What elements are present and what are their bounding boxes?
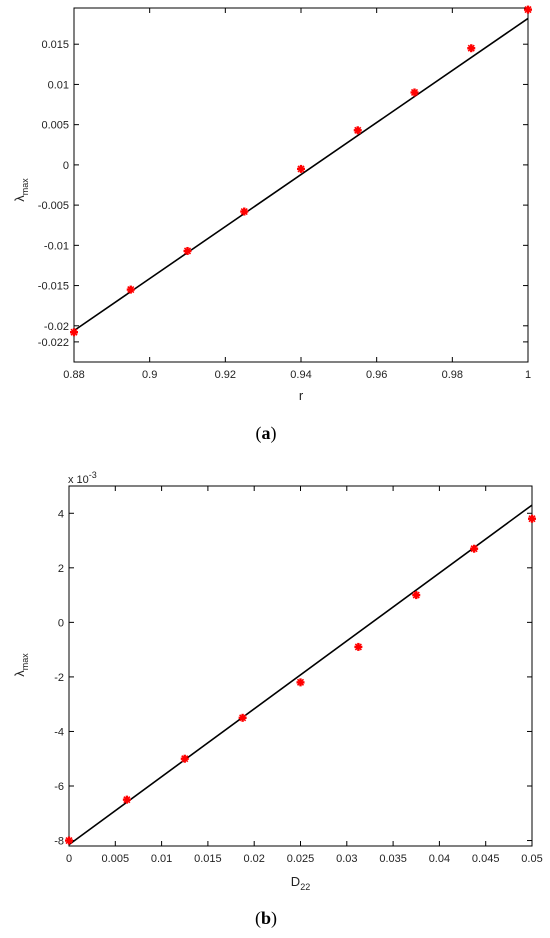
data-point [470, 544, 479, 553]
x-tick-label: 0.015 [194, 853, 222, 865]
x-tick-label: 0.03 [336, 853, 357, 865]
y-tick-label: 0.01 [48, 79, 69, 91]
data-point-d2 [412, 591, 420, 599]
data-point-d2 [297, 165, 305, 173]
data-point-d2 [470, 545, 478, 553]
data-point-d2 [524, 6, 532, 14]
plot-area-frame [68, 485, 533, 847]
data-point-d2 [70, 328, 78, 336]
data-point-d2 [410, 88, 419, 97]
data-point [297, 164, 305, 173]
y-tick-label: 0.005 [41, 120, 69, 132]
y-tick-label: 4 [58, 508, 64, 520]
y-tick-label: -0.02 [44, 321, 69, 333]
data-point-d2 [65, 836, 73, 845]
y-tick-label: -6 [54, 781, 64, 793]
data-point [238, 713, 247, 722]
data-point-d2 [183, 247, 192, 255]
x-tick-label: 0.02 [243, 853, 264, 865]
y-tick-label: -2 [54, 672, 64, 684]
x-tick-label: 0.025 [287, 853, 315, 865]
data-point-d2 [239, 714, 247, 722]
data-point [183, 246, 192, 255]
x-tick-label: 0.92 [215, 369, 236, 381]
data-point [240, 207, 249, 216]
data-point-d2 [127, 286, 135, 294]
data-point [296, 678, 305, 687]
y-tick-label: 0 [63, 160, 69, 172]
data-point [65, 836, 73, 845]
y-tick-label: 0 [58, 617, 64, 629]
data-point-d2 [528, 515, 536, 523]
data-point [524, 5, 532, 14]
fit-line [68, 504, 533, 846]
x-tick-label: 1 [525, 369, 531, 381]
caption-a: (a) [255, 423, 277, 443]
data-point [410, 88, 419, 97]
data-point-d2 [354, 126, 362, 134]
data-point-d2 [123, 796, 131, 804]
caption-b-label: b [260, 908, 271, 928]
panel-b-chart: 0 0.005 0.01 0.015 0.02 0.025 0.03 0.035 0.04 0.0… [12, 470, 543, 892]
plot-area-frame [73, 7, 529, 363]
x-tick-label: 0 [66, 853, 72, 865]
y-tick-label: -0.005 [38, 200, 69, 212]
x-tick-label: 0.05 [521, 853, 542, 865]
y-axis-label: λmax [12, 653, 30, 677]
caption-b: (b) [254, 908, 277, 928]
data-point-d2 [296, 678, 305, 686]
data-point [70, 328, 78, 337]
x-tick-label: 0.96 [366, 369, 387, 381]
data-point-d2 [240, 207, 248, 216]
x-tick-label: 0.01 [151, 853, 172, 865]
data-point-d2 [467, 44, 475, 52]
data-point [180, 754, 189, 763]
data-point [528, 514, 536, 523]
y-axis-exponent: x 10-3 [68, 470, 97, 486]
y-tick-label: 0.015 [41, 39, 69, 51]
y-tick-label: -4 [54, 726, 64, 738]
data-point [122, 795, 131, 804]
fit-line [73, 17, 529, 332]
y-tick-label: -0.015 [38, 281, 69, 293]
y-tick-label: -0.022 [38, 337, 69, 349]
x-tick-label: 0.035 [379, 853, 407, 865]
data-point [412, 591, 421, 600]
x-tick-label: 0.005 [102, 853, 130, 865]
x-tick-label: 0.04 [429, 853, 450, 865]
caption-a-label: a [261, 423, 271, 443]
x-tick-label: 0.88 [63, 369, 84, 381]
x-tick-label: 0.94 [290, 369, 311, 381]
data-point [353, 126, 362, 135]
y-tick-label: 2 [58, 563, 64, 575]
data-point-d2 [181, 755, 189, 763]
data-point [354, 642, 363, 651]
panel-a-chart: 0.88 0.9 0.92 0.94 0.96 0.98 1 0.015 0.01 0.005 0 -… [12, 5, 532, 403]
y-axis-label: λmax [12, 178, 30, 202]
data-point-d2 [354, 643, 362, 651]
x-tick-label: 0.045 [472, 853, 500, 865]
x-axis-label: D22 [291, 874, 310, 892]
x-tick-label: 0.98 [442, 369, 463, 381]
y-tick-label: -8 [54, 836, 64, 848]
data-point [467, 44, 476, 53]
x-axis-label: r [299, 388, 304, 403]
y-tick-label: -0.01 [44, 240, 69, 252]
data-point [126, 285, 135, 294]
x-tick-label: 0.9 [142, 369, 157, 381]
